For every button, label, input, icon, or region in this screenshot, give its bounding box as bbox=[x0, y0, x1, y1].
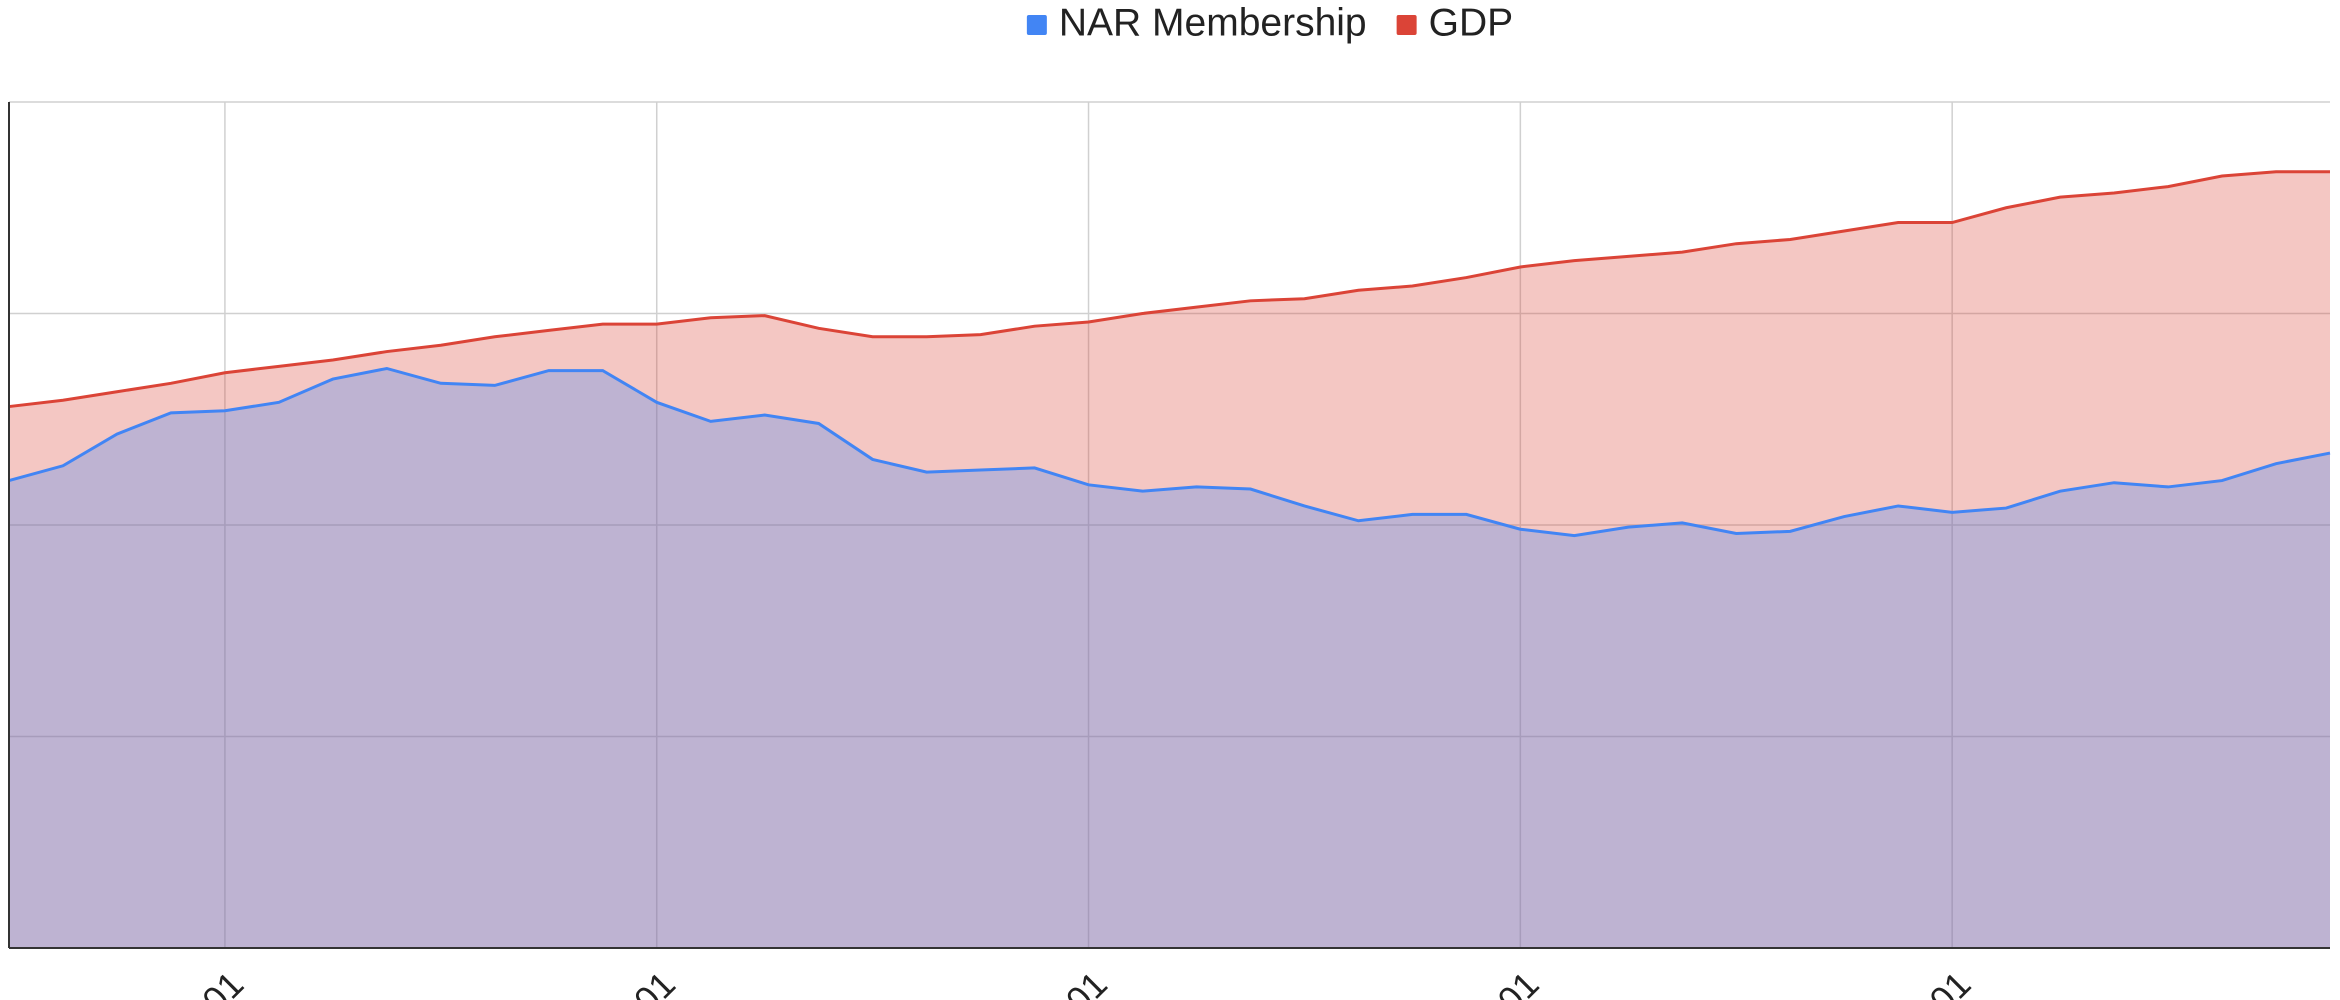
x-tick-label: 01 bbox=[194, 963, 251, 1000]
area-line bbox=[8, 170, 2330, 409]
area-fill bbox=[9, 368, 2330, 948]
legend-label: NAR Membership bbox=[1059, 1, 1367, 44]
legend-swatch bbox=[1396, 15, 1417, 35]
x-tick-label: 01 bbox=[1921, 963, 1978, 1000]
area-fill bbox=[9, 171, 2330, 949]
legend-label: GDP bbox=[1429, 1, 1514, 44]
x-tick-label: 01 bbox=[626, 963, 683, 1000]
area-line bbox=[8, 366, 2331, 538]
legend: NAR Membership GDP bbox=[1026, 1, 1514, 44]
x-tick-label: 01 bbox=[1489, 963, 1546, 1000]
x-tick-label: 01 bbox=[1058, 963, 1115, 1000]
legend-swatch bbox=[1026, 15, 1047, 35]
